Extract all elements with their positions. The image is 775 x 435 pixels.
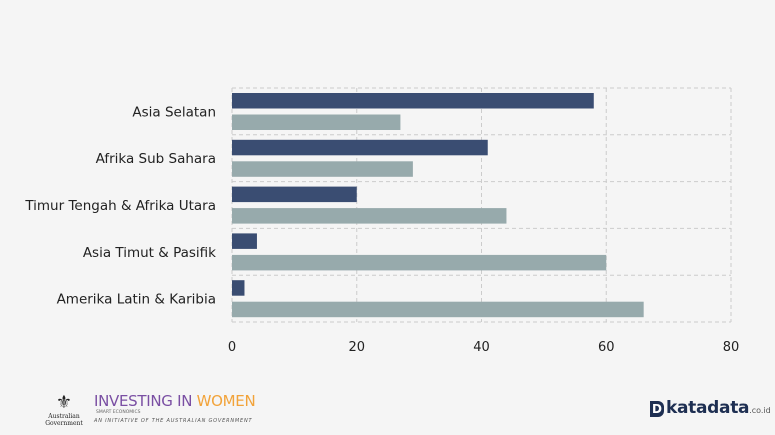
bar-series-1	[232, 280, 245, 296]
category-label: Asia Timut & Pasifik	[83, 245, 216, 261]
bar-series-2	[232, 254, 607, 271]
category-label: Timur Tengah & Afrika Utara	[24, 198, 216, 214]
bar-chart: 0 20 40 60 80 Asia Selatan Afrika Sub Sahara Ti…	[24, 87, 740, 355]
x-tick-label: 80	[723, 340, 740, 355]
bar-series-2	[232, 161, 413, 177]
category-label: Asia Selatan	[132, 104, 216, 120]
category-label: Afrika Sub Sahara	[96, 151, 216, 167]
investing-in-women-logo: INVESTING IN WOMEN SMART ECONOMICS AN IN…	[94, 392, 256, 425]
x-tick-label: 0	[228, 340, 236, 355]
bar-series-1	[232, 233, 257, 249]
bar-series-2	[232, 301, 644, 318]
x-tick-label: 40	[473, 340, 490, 355]
australian-government-logo: ⚜ Australian Government	[38, 392, 90, 428]
bar-series-1	[232, 93, 594, 109]
x-tick-label: 60	[598, 340, 615, 355]
sponsor-logos: ⚜ Australian Government INVESTING IN WOM…	[38, 392, 256, 428]
bar-series-2	[232, 114, 401, 130]
bar-series-2	[232, 208, 507, 224]
bar-series-1	[232, 139, 488, 156]
katadata-logo: D katadata .co.id	[650, 398, 771, 418]
coat-of-arms-icon: ⚜	[55, 392, 73, 413]
x-tick-label: 20	[348, 340, 365, 355]
category-label: Amerika Latin & Karibia	[57, 292, 216, 308]
bar-series-1	[232, 186, 357, 203]
